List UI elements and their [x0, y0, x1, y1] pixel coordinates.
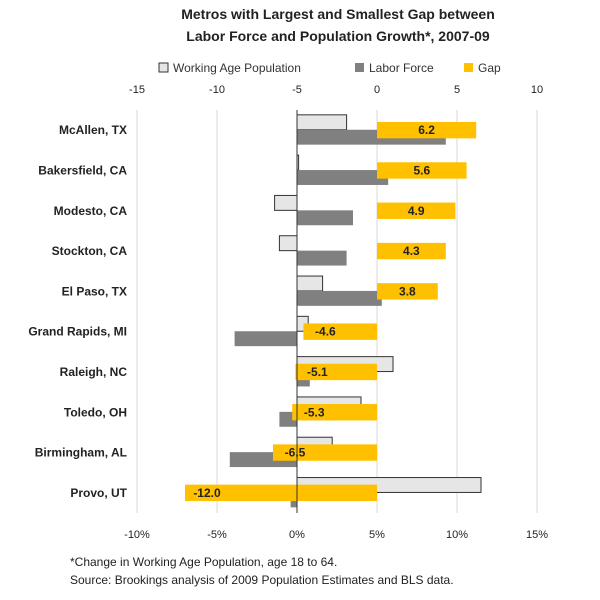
bar-gap [377, 162, 467, 179]
bottom-tick-label: 0% [289, 529, 305, 541]
bar-labor-force [297, 250, 347, 266]
data-label-gap: -6.5 [285, 446, 306, 460]
bar-gap [303, 323, 377, 340]
footnote-definition: *Change in Working Age Population, age 1… [70, 555, 337, 569]
category-label: Stockton, CA [52, 244, 128, 258]
bar-working-age-population [296, 114, 348, 131]
category-label: Toledo, OH [64, 405, 127, 419]
bottom-tick-label: 15% [526, 529, 548, 541]
top-tick-label: 10 [531, 84, 543, 96]
category-label: Modesto, CA [54, 204, 128, 218]
bar-gap [377, 121, 477, 139]
bar-labor-force [297, 170, 389, 185]
data-label-gap: -5.3 [304, 405, 325, 419]
top-tick-label: 5 [454, 84, 460, 96]
category-label: El Paso, TX [62, 284, 127, 298]
bar-gap [185, 484, 377, 502]
data-label-gap: -5.1 [307, 365, 328, 379]
bar-gap [292, 404, 377, 421]
category-label: Grand Rapids, MI [28, 325, 127, 339]
data-label-gap: 5.6 [413, 163, 430, 177]
data-label-gap: 3.8 [399, 284, 416, 298]
bar-gap [377, 202, 456, 219]
bar-working-age-population [274, 194, 298, 211]
data-label-gap: -12.0 [193, 486, 221, 500]
category-label: Birmingham, AL [35, 446, 127, 460]
bottom-tick-label: -10% [124, 529, 150, 541]
footnote-source: Source: Brookings analysis of 2009 Popul… [70, 573, 454, 587]
bar-working-age-population [278, 235, 298, 252]
data-label-gap: -4.6 [315, 325, 336, 339]
top-tick-label: -5 [292, 84, 302, 96]
category-label: Bakersfield, CA [38, 163, 127, 177]
data-label-gap: 4.9 [408, 204, 425, 218]
bar-gap [295, 363, 377, 381]
bottom-tick-label: -5% [207, 529, 227, 541]
legend-swatch-gap [464, 63, 473, 72]
chart-title-line-2: Labor Force and Population Growth*, 2007… [186, 28, 490, 44]
legend-label-labor-force: Labor Force [369, 61, 434, 75]
category-label: Provo, UT [70, 486, 127, 500]
bar-labor-force [297, 290, 382, 306]
bar-gap [377, 283, 438, 300]
bottom-tick-label: 5% [369, 529, 385, 541]
top-tick-label: -15 [129, 84, 145, 96]
bottom-tick-label: 10% [446, 529, 468, 541]
legend-label-gap: Gap [478, 61, 501, 75]
bar-working-age-population [296, 275, 324, 292]
bar-labor-force [297, 210, 353, 226]
data-label-gap: 6.2 [418, 123, 435, 137]
bar-gap [377, 242, 446, 260]
bar-gap [273, 444, 377, 461]
legend-label-working-age-population: Working Age Population [173, 61, 301, 75]
category-labels: McAllen, TX Bakersfield, CA Modesto, CA Sto… [28, 123, 127, 500]
bar-labor-force [234, 331, 297, 347]
top-tick-label: 0 [374, 84, 380, 96]
legend: Working Age Population Labor Force Gap [158, 61, 501, 75]
data-labels: 6.2 5.6 4.9 4.3 3.8 -4.6 -5.1 -5.3 -6.5 -12.0 [193, 123, 435, 500]
category-label: McAllen, TX [59, 123, 127, 137]
top-tick-label: -10 [209, 84, 225, 96]
chart-title-line-1: Metros with Largest and Smallest Gap bet… [181, 6, 495, 22]
data-label-gap: 4.3 [403, 244, 420, 258]
legend-swatch-labor-force [355, 63, 364, 72]
bars [185, 114, 482, 508]
bottom-axis: -10% -5% 0% 5% 10% 15% [124, 529, 548, 541]
top-axis: -15 -10 -5 0 5 10 [129, 84, 543, 96]
category-label: Raleigh, NC [60, 365, 128, 379]
legend-swatch-working-age-population [158, 62, 169, 73]
